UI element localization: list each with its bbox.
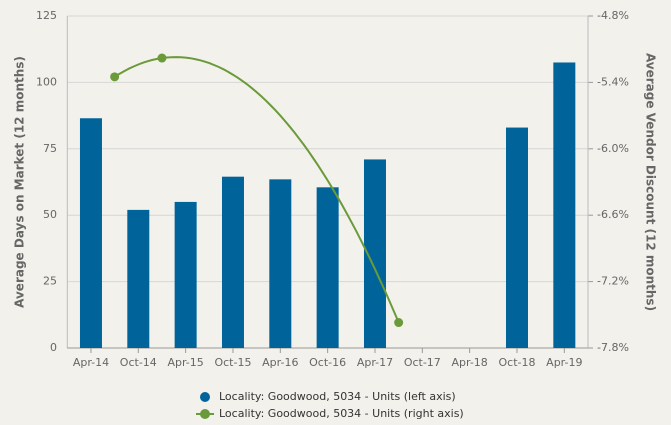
y2-tick-label: -7.8% <box>597 341 629 354</box>
bar <box>174 201 197 348</box>
line-point <box>157 53 167 63</box>
bar <box>553 62 576 348</box>
line-point <box>110 72 120 82</box>
x-tick-label: Oct-18 <box>498 356 535 369</box>
x-tick-label: Apr-19 <box>546 356 582 369</box>
y2-tick-label: -6.6% <box>597 208 629 221</box>
y-tick-label: 100 <box>36 75 57 88</box>
bar <box>363 159 386 348</box>
y2-axis-title: Average Vendor Discount (12 months) <box>644 53 658 311</box>
bar <box>505 127 528 348</box>
legend-label: Locality: Goodwood, 5034 - Units (left a… <box>219 390 456 403</box>
bar <box>221 176 244 348</box>
x-tick-label: Oct-16 <box>309 356 346 369</box>
bar <box>316 187 339 348</box>
line-point <box>394 318 404 328</box>
y-tick-label: 125 <box>36 9 57 22</box>
bar <box>127 209 150 348</box>
y-tick-label: 0 <box>50 341 57 354</box>
y-tick-label: 25 <box>43 275 57 288</box>
legend-label: Locality: Goodwood, 5034 - Units (right … <box>219 407 464 420</box>
legend-marker <box>200 392 210 402</box>
bar <box>269 179 292 348</box>
x-tick-label: Apr-15 <box>167 356 203 369</box>
y-axis-title: Average Days on Market (12 months) <box>13 56 27 308</box>
x-tick-label: Apr-18 <box>452 356 488 369</box>
y2-tick-label: -4.8% <box>597 9 629 22</box>
line <box>114 56 400 323</box>
x-tick-label: Oct-17 <box>404 356 441 369</box>
y2-tick-label: -7.2% <box>597 275 629 288</box>
x-tick-label: Oct-15 <box>214 356 251 369</box>
x-tick-label: Apr-16 <box>262 356 298 369</box>
bar <box>79 118 102 348</box>
y-tick-label: 75 <box>43 142 57 155</box>
y-tick-label: 50 <box>43 208 57 221</box>
legend-marker <box>200 409 210 419</box>
y2-tick-label: -6.0% <box>597 142 629 155</box>
x-tick-label: Oct-14 <box>120 356 157 369</box>
x-tick-label: Apr-14 <box>73 356 109 369</box>
x-tick-label: Apr-17 <box>357 356 393 369</box>
y2-tick-label: -5.4% <box>597 75 629 88</box>
